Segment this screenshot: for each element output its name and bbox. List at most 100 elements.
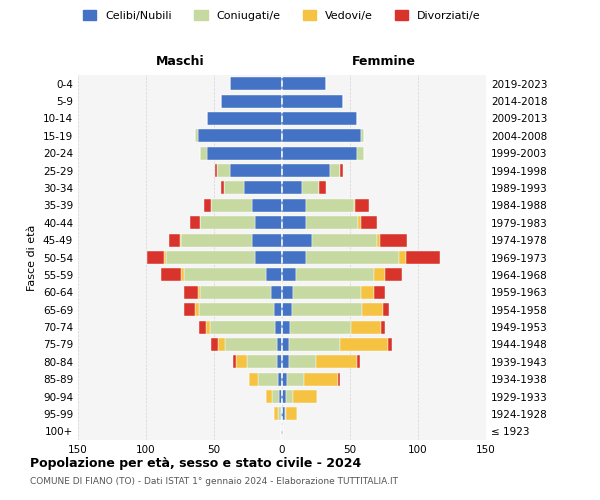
Bar — [282, 425, 283, 438]
Bar — [312, 234, 377, 246]
Bar — [352, 320, 381, 334]
Bar — [290, 320, 352, 334]
Bar — [362, 303, 383, 316]
Bar — [399, 251, 406, 264]
Bar — [244, 182, 282, 194]
Bar — [340, 338, 388, 351]
Bar — [357, 146, 364, 160]
Bar — [181, 234, 252, 246]
Bar — [381, 320, 385, 334]
Bar — [307, 216, 358, 230]
Bar — [166, 251, 255, 264]
Bar — [406, 251, 440, 264]
Bar — [207, 146, 282, 160]
Bar — [282, 112, 357, 125]
Bar — [289, 338, 340, 351]
Bar — [285, 408, 286, 420]
Bar — [287, 372, 304, 386]
Bar — [215, 164, 217, 177]
Bar — [199, 303, 274, 316]
Bar — [282, 164, 329, 177]
Text: Popolazione per età, sesso e stato civile - 2024: Popolazione per età, sesso e stato civil… — [30, 458, 361, 470]
Bar — [282, 199, 307, 212]
Bar — [266, 390, 272, 403]
Bar — [282, 77, 326, 90]
Bar — [355, 199, 369, 212]
Bar — [282, 216, 307, 230]
Bar — [199, 320, 206, 334]
Bar — [197, 286, 200, 299]
Bar — [257, 372, 278, 386]
Bar — [374, 268, 385, 281]
Bar — [281, 425, 282, 438]
Bar — [282, 268, 296, 281]
Bar — [374, 286, 385, 299]
Bar — [289, 356, 316, 368]
Bar — [329, 164, 340, 177]
Text: Maschi: Maschi — [155, 55, 205, 68]
Bar — [206, 320, 210, 334]
Bar — [247, 356, 277, 368]
Bar — [296, 268, 374, 281]
Bar — [340, 164, 343, 177]
Bar — [380, 234, 407, 246]
Bar — [282, 94, 343, 108]
Bar — [255, 251, 282, 264]
Bar — [282, 338, 289, 351]
Bar — [180, 234, 181, 246]
Bar — [221, 182, 224, 194]
Bar — [304, 372, 338, 386]
Y-axis label: Fasce di età: Fasce di età — [28, 224, 37, 290]
Bar — [184, 286, 197, 299]
Bar — [211, 199, 252, 212]
Bar — [205, 199, 211, 212]
Bar — [383, 303, 389, 316]
Bar — [279, 390, 282, 403]
Bar — [272, 390, 279, 403]
Bar — [278, 372, 282, 386]
Bar — [161, 268, 181, 281]
Bar — [274, 303, 282, 316]
Bar — [181, 268, 184, 281]
Bar — [148, 251, 164, 264]
Bar — [338, 372, 340, 386]
Bar — [266, 268, 282, 281]
Bar — [282, 372, 287, 386]
Bar — [211, 338, 218, 351]
Bar — [361, 286, 374, 299]
Bar — [302, 182, 319, 194]
Bar — [282, 320, 290, 334]
Bar — [293, 390, 317, 403]
Bar — [282, 286, 293, 299]
Bar — [255, 216, 282, 230]
Bar — [354, 199, 355, 212]
Bar — [278, 408, 281, 420]
Bar — [282, 251, 307, 264]
Bar — [277, 338, 282, 351]
Bar — [164, 251, 166, 264]
Bar — [282, 182, 302, 194]
Bar — [184, 268, 266, 281]
Text: Femmine: Femmine — [352, 55, 416, 68]
Bar — [217, 164, 230, 177]
Bar — [252, 199, 282, 212]
Bar — [230, 77, 282, 90]
Bar — [286, 390, 293, 403]
Bar — [271, 286, 282, 299]
Bar — [207, 112, 282, 125]
Bar — [282, 303, 292, 316]
Legend: Celibi/Nubili, Coniugati/e, Vedovi/e, Divorziati/e: Celibi/Nubili, Coniugati/e, Vedovi/e, Di… — [79, 6, 485, 25]
Bar — [218, 338, 225, 351]
Bar — [282, 130, 361, 142]
Text: COMUNE DI FIANO (TO) - Dati ISTAT 1° gennaio 2024 - Elaborazione TUTTITALIA.IT: COMUNE DI FIANO (TO) - Dati ISTAT 1° gen… — [30, 478, 398, 486]
Bar — [200, 146, 207, 160]
Bar — [195, 303, 199, 316]
Bar — [282, 408, 285, 420]
Bar — [281, 408, 282, 420]
Bar — [282, 234, 312, 246]
Bar — [224, 182, 244, 194]
Bar — [319, 182, 326, 194]
Bar — [307, 251, 399, 264]
Bar — [225, 338, 277, 351]
Bar — [282, 390, 286, 403]
